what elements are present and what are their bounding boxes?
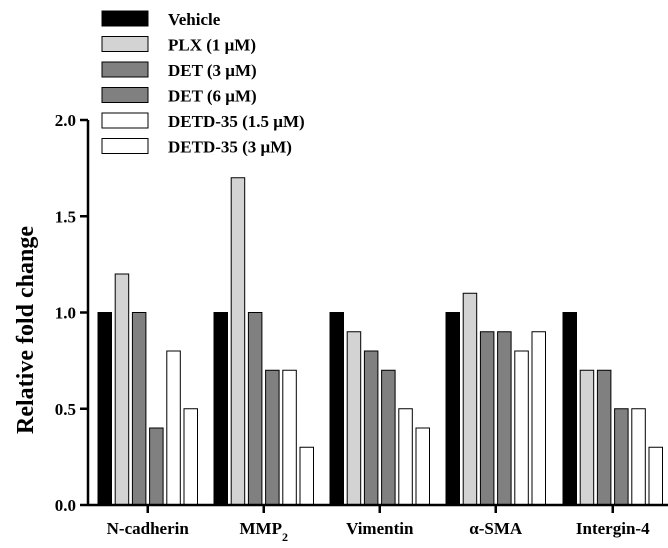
legend-swatch xyxy=(101,87,149,103)
bar xyxy=(479,331,495,506)
x-tick-label: α-SMA xyxy=(469,519,523,538)
legend-swatch xyxy=(101,112,149,129)
y-tick-label: 2.0 xyxy=(55,111,76,130)
legend-swatch xyxy=(101,61,149,78)
bar xyxy=(531,331,546,506)
bar xyxy=(631,408,646,506)
bar xyxy=(265,369,280,506)
legend: Vehicle PLX (1 μM) DET (3 μM) DET (6 μM) DET… xyxy=(101,10,305,157)
bar xyxy=(282,369,297,506)
x-tick-label: Vimentin xyxy=(346,519,414,538)
bar xyxy=(398,408,413,506)
x-tick-label: MMP2 xyxy=(240,519,288,544)
legend-swatch xyxy=(101,10,149,27)
y-tick-label: 0.0 xyxy=(55,496,76,515)
bar xyxy=(596,369,612,506)
bar xyxy=(230,177,246,506)
bar xyxy=(614,408,629,506)
bar xyxy=(381,369,396,506)
bar xyxy=(329,312,344,506)
legend-label: DETD-35 (1.5 μM) xyxy=(168,112,305,131)
bar xyxy=(346,331,362,506)
legend-label: PLX (1 μM) xyxy=(168,36,256,55)
bar xyxy=(648,446,663,506)
bars xyxy=(97,177,663,506)
bar xyxy=(415,427,430,506)
bar xyxy=(363,350,379,506)
bar xyxy=(562,312,577,506)
y-tick-label: 0.5 xyxy=(55,400,76,419)
bar xyxy=(462,292,478,506)
bar xyxy=(131,312,147,506)
bar xyxy=(247,312,263,506)
bar xyxy=(445,312,460,506)
legend-label: Vehicle xyxy=(168,10,221,29)
legend-label: DETD-35 (3 μM) xyxy=(168,138,292,157)
legend-label: DET (6 μM) xyxy=(168,87,257,106)
bar xyxy=(299,446,314,506)
bar xyxy=(514,350,529,506)
bar xyxy=(579,369,595,506)
bar xyxy=(97,312,112,506)
y-tick-label: 1.5 xyxy=(55,207,76,226)
y-axis-label: Relative fold change xyxy=(13,226,39,434)
legend-label: DET (3 μM) xyxy=(168,61,257,80)
axes: 0.0 0.5 1.0 1.5 2.0 N-cadherin MMP2 Vimentin α-S… xyxy=(55,111,668,544)
bar xyxy=(114,273,130,506)
bar xyxy=(213,312,228,506)
y-tick-label: 1.0 xyxy=(55,304,76,323)
legend-swatch xyxy=(101,36,149,52)
x-tick-label: Intergin-4 xyxy=(576,519,650,538)
bar xyxy=(183,408,198,506)
legend-swatch xyxy=(101,138,149,154)
x-tick-label: N-cadherin xyxy=(107,519,190,538)
bar xyxy=(149,427,164,506)
bar xyxy=(497,331,512,506)
bar xyxy=(166,350,181,506)
